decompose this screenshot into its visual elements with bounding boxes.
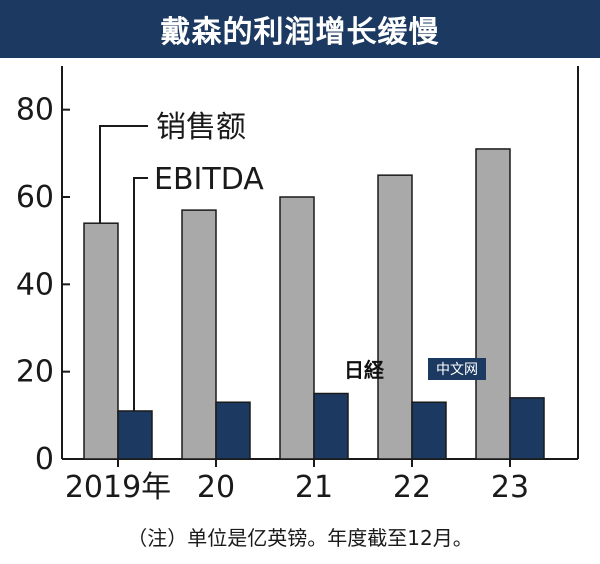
watermark: 日経 中文网 — [344, 358, 486, 382]
x-tick-label: 23 — [491, 470, 529, 505]
bar-sales — [181, 209, 217, 460]
legend: 销售额 EBITDA — [99, 110, 264, 411]
y-tick-label: 40 — [16, 267, 54, 302]
y-tick-label: 20 — [16, 355, 54, 390]
legend-leader-sales — [99, 125, 148, 224]
x-tick-label: 22 — [393, 470, 431, 505]
bar-ebitda — [509, 397, 545, 460]
y-tick-label: 60 — [16, 180, 54, 215]
axes: 0 20 40 60 80 2019年 20 21 22 23 — [16, 66, 579, 505]
watermark-logo: 日経 — [344, 358, 385, 382]
x-tick-label: 21 — [295, 470, 333, 505]
bar-sales — [279, 196, 315, 460]
legend-label-sales: 销售额 — [156, 110, 246, 145]
footnote: （注）单位是亿英镑。年度截至12月。 — [127, 526, 473, 550]
watermark-label: 中文网 — [436, 362, 478, 378]
bar-ebitda — [411, 401, 447, 460]
legend-leader-ebitda — [133, 177, 148, 411]
legend-label-ebitda: EBITDA — [154, 162, 264, 197]
bar-sales — [83, 222, 119, 460]
bar-ebitda — [117, 410, 153, 460]
watermark-label-bg — [428, 358, 486, 380]
bar-ebitda — [215, 401, 251, 460]
bar-sales — [377, 174, 413, 460]
y-tick-label: 80 — [16, 93, 54, 128]
title-bar: 戴森的利润增长缓慢 — [0, 0, 600, 58]
x-tick-label: 2019年 — [65, 470, 171, 505]
x-tick-label: 20 — [197, 470, 235, 505]
bar-sales — [475, 148, 511, 460]
y-tick-label: 0 — [35, 442, 54, 477]
bar-chart: 0 20 40 60 80 2019年 20 21 22 23 销售额 EBITDA 日経 中文网 — [16, 66, 579, 505]
bar-ebitda — [313, 392, 349, 460]
bars — [83, 148, 545, 460]
chart-title: 戴森的利润增长缓慢 — [160, 15, 440, 50]
